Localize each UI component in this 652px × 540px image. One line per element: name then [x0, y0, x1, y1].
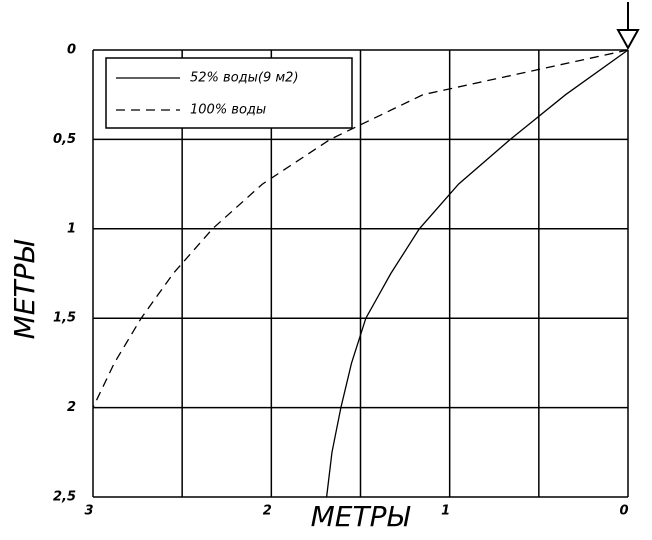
legend-label: 100% воды: [190, 103, 266, 118]
y-tick-label: 2: [67, 400, 76, 415]
line-series: [92, 49, 629, 408]
y-tick-label: 0,5: [53, 132, 76, 147]
x-tick-label: 0: [619, 504, 628, 519]
x-tick-label: 3: [84, 504, 93, 519]
x-tick-label: 2: [263, 504, 272, 519]
y-tick-label: 0: [67, 43, 76, 58]
load-arrow: [616, 2, 640, 51]
legend-box: [105, 57, 353, 129]
line-series: [325, 49, 629, 498]
x-tick-label: 1: [441, 504, 450, 519]
y-tick-label: 2,5: [53, 490, 76, 505]
x-axis-title: МЕТРЫ: [311, 500, 411, 533]
y-tick-label: 1: [67, 221, 76, 236]
legend-label: 52% воды(9 м2): [190, 71, 299, 86]
y-tick-label: 1,5: [53, 311, 76, 326]
y-axis-title: МЕТРЫ: [8, 240, 41, 340]
